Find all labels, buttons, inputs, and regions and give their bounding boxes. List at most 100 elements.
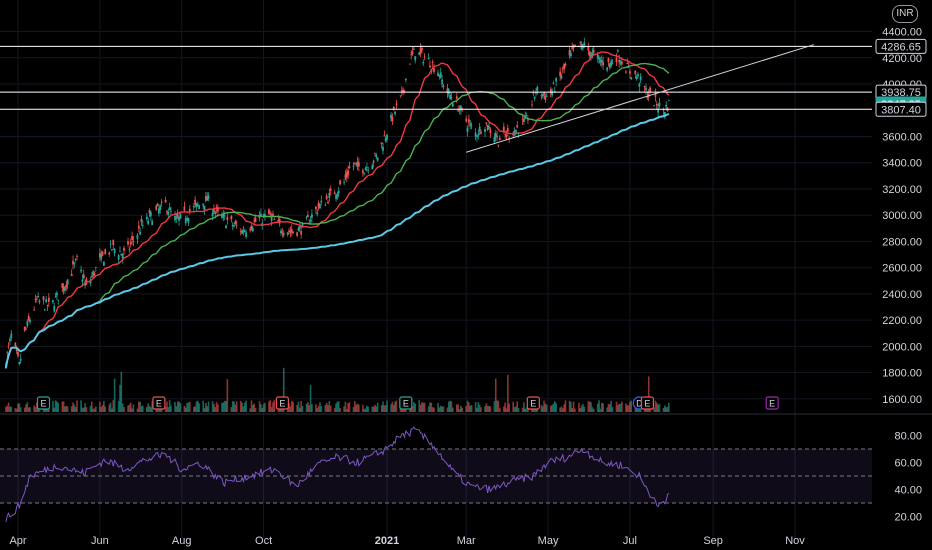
- event-marker[interactable]: E: [36, 396, 51, 410]
- volume-bar: [458, 408, 461, 412]
- candle-body: [663, 111, 666, 118]
- event-marker[interactable]: E: [399, 396, 413, 410]
- volume-bar: [486, 405, 489, 412]
- event-marker[interactable]: E: [275, 396, 289, 410]
- volume-bar: [637, 407, 639, 412]
- rsi-axis[interactable]: 20.00 40.00 60.00 80.00: [894, 431, 922, 524]
- volume-bar: [599, 408, 602, 412]
- trendline: [466, 44, 814, 153]
- volume-bar: [113, 378, 116, 412]
- candle-body: [437, 72, 439, 76]
- volume-bar: [635, 407, 638, 412]
- candle-body: [635, 77, 638, 80]
- event-marker[interactable]: E: [765, 396, 779, 410]
- candle-body: [545, 96, 548, 97]
- volume-bar: [119, 384, 121, 412]
- candle-body: [367, 169, 370, 171]
- volume-bar: [580, 405, 583, 412]
- volume-bar: [654, 400, 657, 412]
- volume-bar: [311, 404, 313, 412]
- candle-body: [223, 215, 226, 217]
- volume-bar: [402, 408, 404, 412]
- volume-bar: [111, 408, 113, 412]
- volume-bar: [235, 401, 238, 412]
- candle-body: [273, 218, 276, 220]
- volume-bar: [296, 404, 298, 412]
- volume-bar: [299, 407, 301, 412]
- price-level-tag: [875, 101, 927, 117]
- candle-body: [192, 206, 195, 208]
- trendline-group[interactable]: [466, 44, 814, 153]
- currency-badge[interactable]: INR: [892, 5, 918, 23]
- volume-bar: [123, 407, 125, 412]
- rsi-tick-label: 20.00: [894, 512, 922, 524]
- candle-body: [574, 44, 576, 47]
- candle-body: [619, 62, 622, 64]
- rsi-line: [5, 426, 670, 523]
- volume-bar: [364, 408, 367, 412]
- candle-body: [164, 199, 167, 203]
- candle-body: [532, 91, 535, 94]
- candle-body: [353, 162, 356, 164]
- volume-bar: [504, 402, 506, 412]
- candle-body: [170, 211, 172, 212]
- candle-body: [211, 212, 214, 217]
- candle-body: [343, 181, 345, 183]
- candle-body: [269, 213, 272, 215]
- candle-body: [81, 279, 84, 282]
- candle-body: [325, 195, 328, 199]
- volume-bar: [233, 401, 235, 412]
- candle-body: [250, 225, 253, 230]
- volume-bar: [272, 402, 274, 412]
- volume-bar: [562, 408, 564, 412]
- candle-body: [414, 56, 417, 61]
- candle-body: [421, 48, 423, 51]
- volume-bar: [277, 408, 280, 412]
- candle-body: [630, 77, 633, 79]
- horizontal-levels[interactable]: [0, 45, 872, 110]
- candle-body: [198, 205, 201, 210]
- volume-bar: [95, 406, 97, 412]
- candle-body: [178, 217, 180, 221]
- candle-body: [655, 104, 658, 106]
- volume-bar: [23, 407, 26, 412]
- volume-bar: [579, 407, 582, 412]
- candle-body: [249, 228, 252, 231]
- volume-bar: [108, 404, 111, 412]
- candle-body: [316, 212, 319, 215]
- candle-body: [184, 218, 187, 224]
- price-axis[interactable]: 1600.00 1800.00 2000.00 2200.00 2400.00 2600.…: [882, 27, 922, 406]
- price-level-label: 3938.75: [881, 87, 921, 99]
- candle-body: [203, 205, 206, 211]
- candle-body: [57, 299, 60, 301]
- candle-body: [418, 51, 421, 56]
- time-tick-label: 2021: [375, 535, 399, 547]
- volume-bar: [319, 402, 321, 412]
- candle-body: [591, 52, 594, 57]
- candle-body: [382, 146, 384, 151]
- volume-bar: [390, 404, 392, 412]
- candle-body: [561, 67, 564, 70]
- time-axis[interactable]: Apr Jun Aug Oct 2021 Mar May Jul Sep Nov: [9, 535, 805, 547]
- volume-bar: [374, 404, 376, 412]
- volume-bar: [450, 401, 453, 412]
- candle-body: [292, 231, 295, 233]
- volume-bar: [505, 408, 508, 412]
- candle-body: [253, 220, 256, 222]
- event-marker[interactable]: E: [640, 396, 654, 410]
- candle-body: [38, 300, 41, 303]
- volume-bar: [664, 405, 666, 412]
- candle-body: [497, 144, 500, 146]
- event-marker[interactable]: E: [526, 396, 540, 410]
- candle-body: [419, 47, 422, 53]
- candle-body: [477, 134, 480, 136]
- volume-bar: [301, 406, 304, 412]
- event-marker[interactable]: E: [152, 396, 166, 410]
- volume-bar: [596, 403, 599, 412]
- volume-bar: [131, 408, 133, 412]
- candle-body: [383, 135, 386, 137]
- candle-body: [64, 287, 66, 291]
- volume-bar: [53, 407, 56, 412]
